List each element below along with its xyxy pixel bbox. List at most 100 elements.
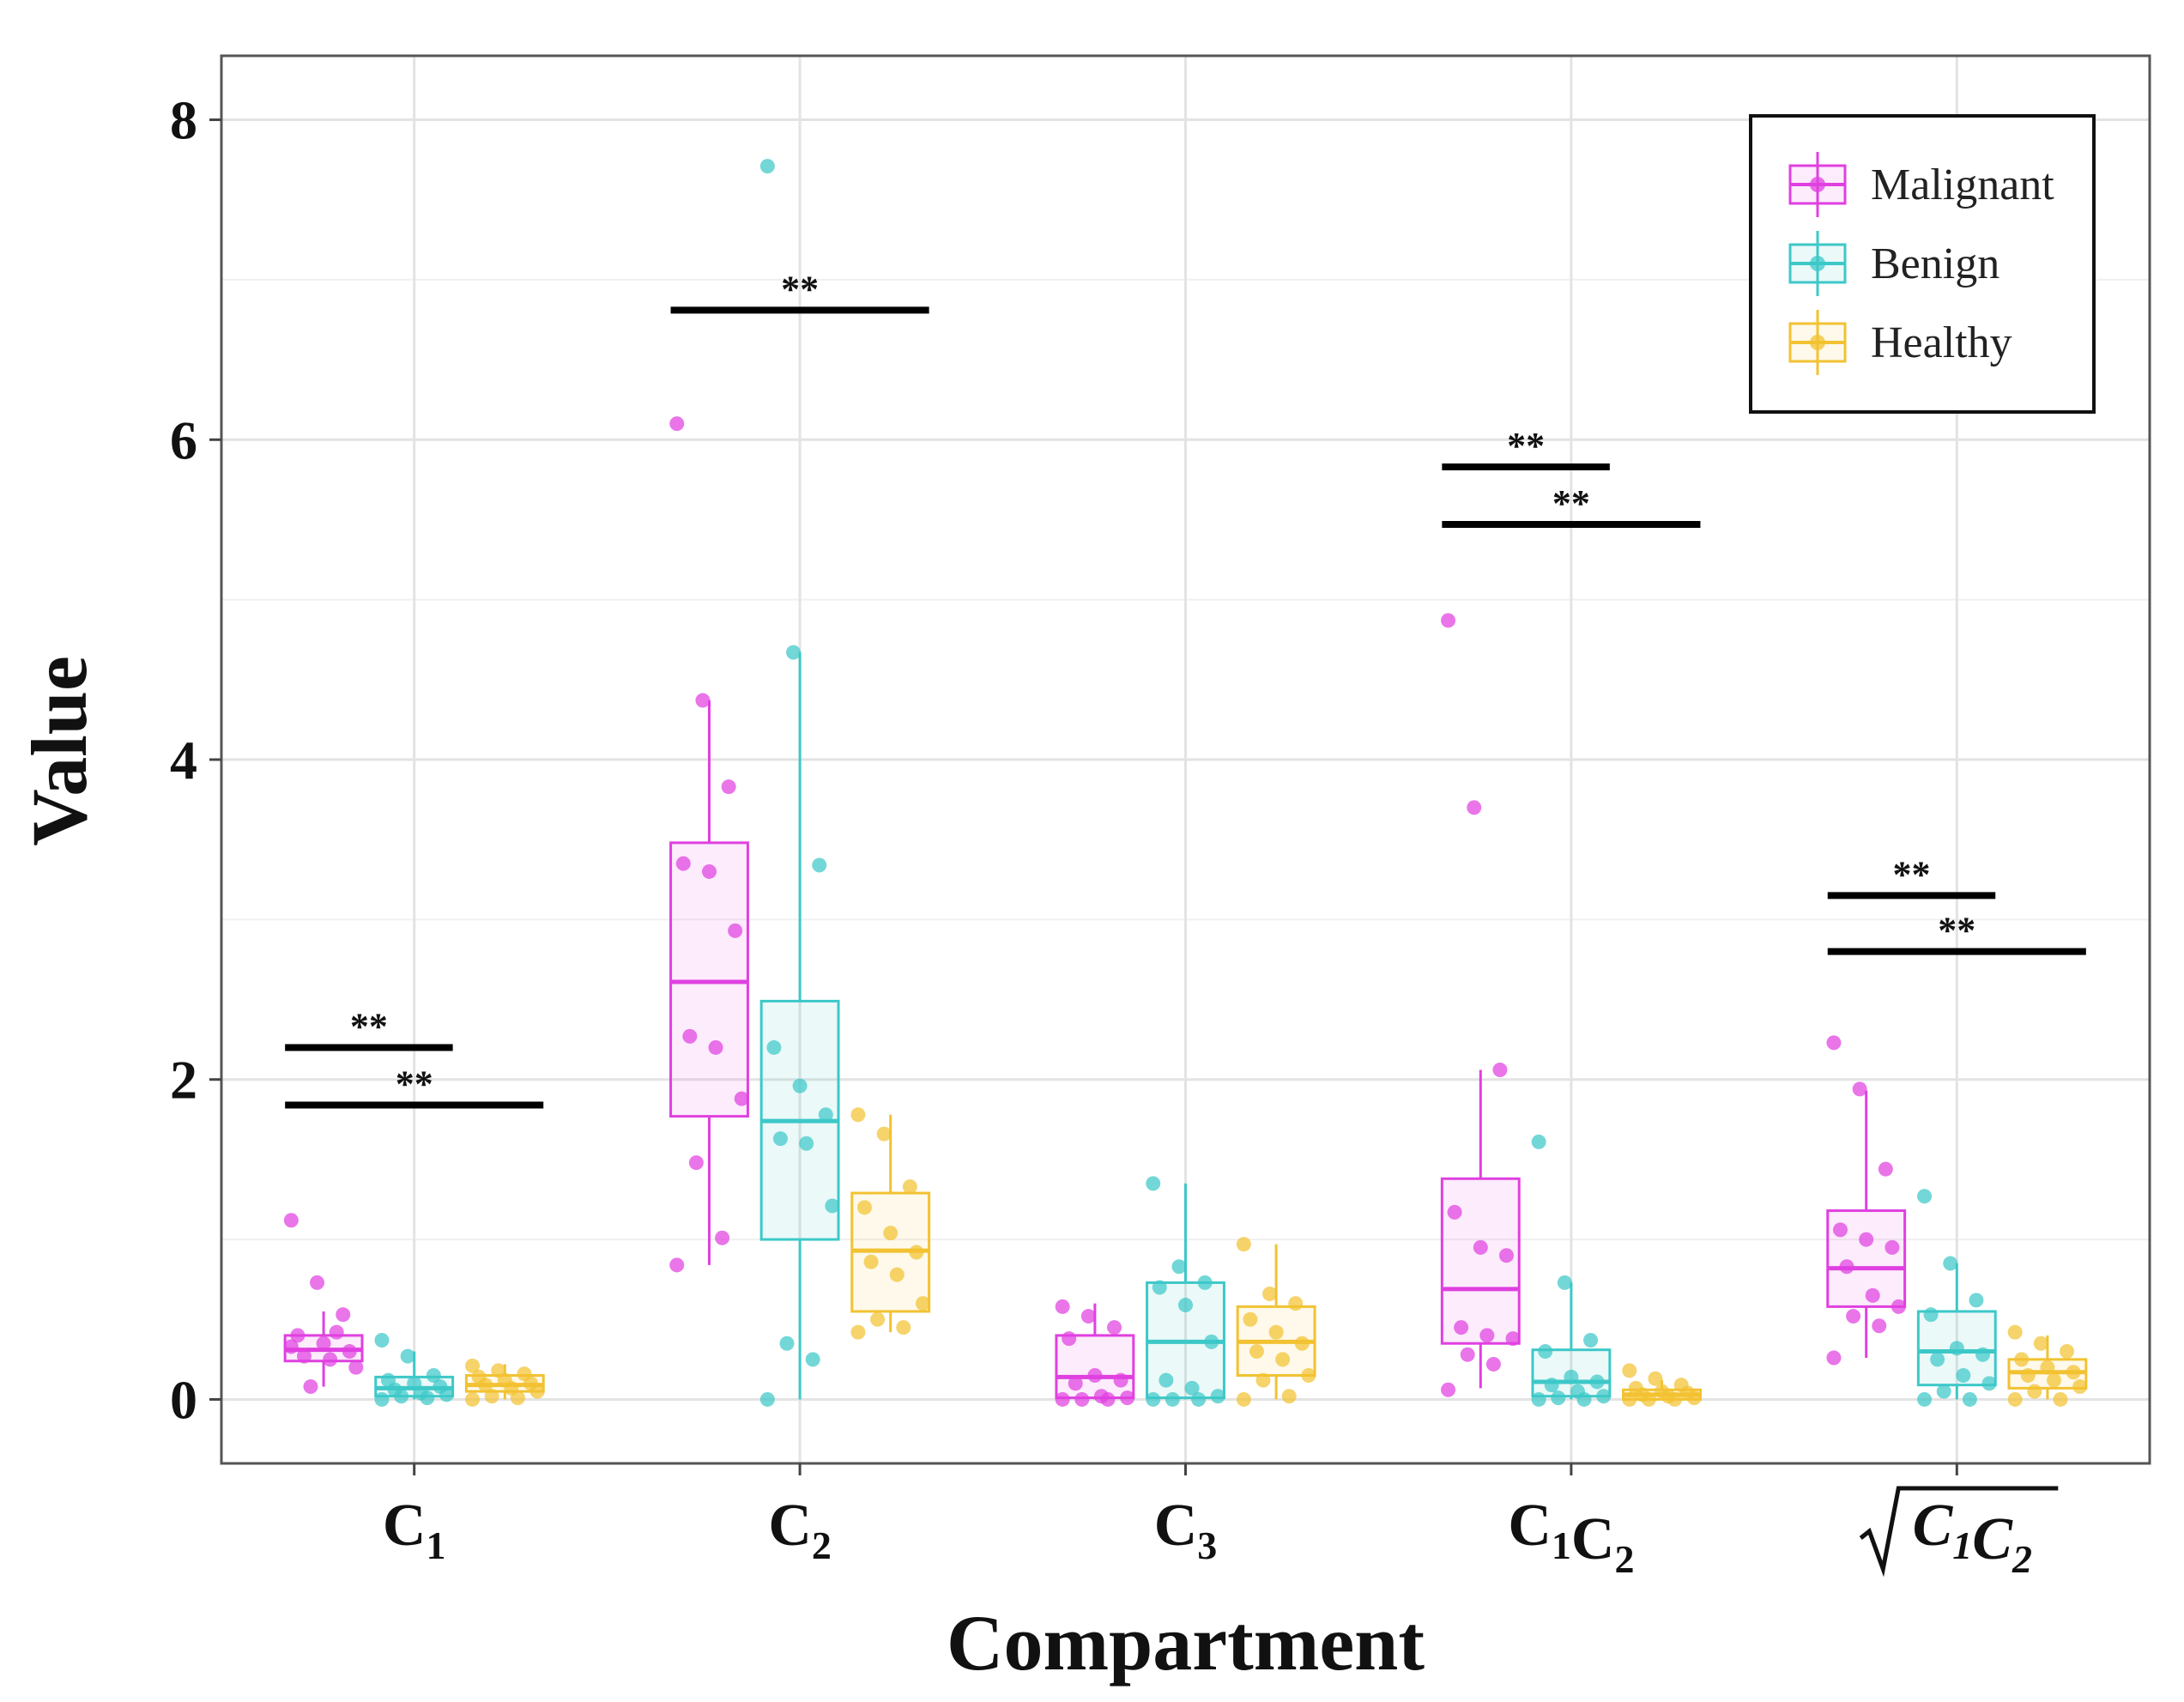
- data-point-benign: [1564, 1369, 1579, 1384]
- data-point-malignant: [1068, 1376, 1083, 1391]
- legend-label-malignant: Malignant: [1871, 161, 2054, 209]
- data-point-healthy: [465, 1358, 481, 1373]
- significance-label: **: [350, 1005, 388, 1047]
- data-point-healthy: [2060, 1344, 2075, 1360]
- data-point-healthy: [2007, 1391, 2023, 1407]
- legend-key-benign: [1788, 231, 1847, 296]
- data-point-healthy: [2027, 1384, 2042, 1399]
- data-point-malignant: [316, 1336, 331, 1351]
- data-point-benign: [1923, 1307, 1939, 1323]
- data-point-healthy: [1686, 1390, 1702, 1406]
- data-point-benign: [1165, 1391, 1180, 1407]
- data-point-malignant: [1454, 1320, 1469, 1336]
- legend: Malignant Benign Healthy: [1749, 114, 2096, 414]
- data-point-healthy: [876, 1126, 892, 1142]
- data-point-benign: [772, 1131, 788, 1147]
- data-point-healthy: [850, 1107, 866, 1123]
- legend-key-point: [1810, 177, 1825, 192]
- data-point-malignant: [1498, 1248, 1514, 1263]
- data-point-malignant: [1479, 1328, 1495, 1343]
- data-point-malignant: [1492, 1063, 1508, 1078]
- y-tick-label: 6: [170, 409, 197, 470]
- data-point-malignant: [336, 1307, 351, 1323]
- significance-brackets: **************: [285, 268, 2086, 1109]
- data-point-benign: [1551, 1390, 1566, 1406]
- y-axis-title: Value: [15, 656, 103, 846]
- significance-label: **: [1938, 910, 1975, 952]
- data-point-benign: [1975, 1347, 1990, 1362]
- data-point-healthy: [1243, 1311, 1258, 1327]
- data-point-healthy: [2007, 1324, 2023, 1340]
- data-point-malignant: [303, 1379, 318, 1395]
- data-point-benign: [1981, 1376, 1997, 1391]
- data-point-benign: [1917, 1391, 1933, 1407]
- data-point-healthy: [2046, 1372, 2061, 1388]
- data-point-healthy: [870, 1311, 886, 1327]
- data-point-healthy: [529, 1384, 545, 1399]
- data-point-malignant: [1891, 1299, 1906, 1314]
- data-point-benign: [420, 1390, 435, 1406]
- data-point-healthy: [465, 1391, 481, 1407]
- data-point-malignant: [675, 856, 691, 871]
- data-point-healthy: [902, 1179, 917, 1195]
- y-tick-label: 0: [170, 1369, 197, 1430]
- data-point-healthy: [1255, 1372, 1271, 1388]
- data-point-malignant: [290, 1328, 306, 1343]
- data-point-benign: [1576, 1391, 1592, 1407]
- data-point-healthy: [1622, 1391, 1637, 1407]
- data-point-malignant: [1055, 1391, 1070, 1407]
- y-axis: 0 2 4 6 8: [170, 90, 221, 1430]
- significance-label: **: [1552, 482, 1590, 524]
- data-point-benign: [805, 1352, 820, 1367]
- data-point-healthy: [1294, 1336, 1310, 1351]
- data-point-healthy: [896, 1320, 911, 1336]
- data-point-malignant: [695, 693, 711, 708]
- data-point-healthy: [1648, 1371, 1663, 1386]
- data-point-malignant: [1080, 1309, 1096, 1324]
- data-point-healthy: [478, 1378, 493, 1393]
- data-point-malignant: [1113, 1372, 1128, 1388]
- data-point-benign: [1146, 1176, 1161, 1191]
- x-tick-label: C3: [1154, 1493, 1218, 1567]
- data-point-benign: [1184, 1380, 1200, 1396]
- data-point-malignant: [296, 1348, 312, 1364]
- data-point-benign: [1943, 1256, 1958, 1271]
- data-point-malignant: [1441, 613, 1456, 628]
- data-point-benign: [759, 1391, 775, 1407]
- x-tick-label: C1C2: [1859, 1486, 2059, 1581]
- data-point-benign: [818, 1107, 833, 1123]
- data-point-healthy: [883, 1226, 898, 1241]
- data-point-benign: [1146, 1391, 1161, 1407]
- radical-sign: [1859, 1486, 2059, 1578]
- data-point-benign: [759, 159, 775, 174]
- data-point-malignant: [1087, 1368, 1103, 1383]
- data-point-benign: [1956, 1368, 1971, 1383]
- data-point-malignant: [734, 1091, 749, 1106]
- data-point-malignant: [283, 1339, 299, 1354]
- data-point-benign: [1531, 1134, 1546, 1149]
- data-point-healthy: [850, 1324, 866, 1340]
- legend-key-point: [1810, 335, 1825, 350]
- data-point-benign: [799, 1136, 814, 1151]
- data-point-benign: [1589, 1374, 1605, 1390]
- data-point-malignant: [1852, 1081, 1867, 1097]
- data-point-benign: [1178, 1298, 1193, 1312]
- data-point-healthy: [1641, 1391, 1656, 1407]
- data-point-healthy: [863, 1254, 879, 1269]
- data-point-healthy: [1249, 1344, 1264, 1360]
- data-points: [283, 159, 2088, 1407]
- data-point-benign: [1962, 1391, 1977, 1407]
- data-point-benign: [1204, 1334, 1219, 1349]
- x-axis-title: Compartment: [947, 1599, 1425, 1687]
- data-point-benign: [1969, 1293, 1984, 1308]
- data-point-malignant: [715, 1230, 730, 1245]
- data-point-healthy: [484, 1389, 499, 1404]
- legend-label-benign: Benign: [1871, 239, 1999, 288]
- data-point-healthy: [1268, 1324, 1284, 1340]
- y-tick-label: 4: [170, 730, 197, 790]
- data-point-malignant: [682, 1028, 698, 1044]
- y-tick-label: 2: [170, 1050, 197, 1111]
- data-point-benign: [1583, 1333, 1599, 1348]
